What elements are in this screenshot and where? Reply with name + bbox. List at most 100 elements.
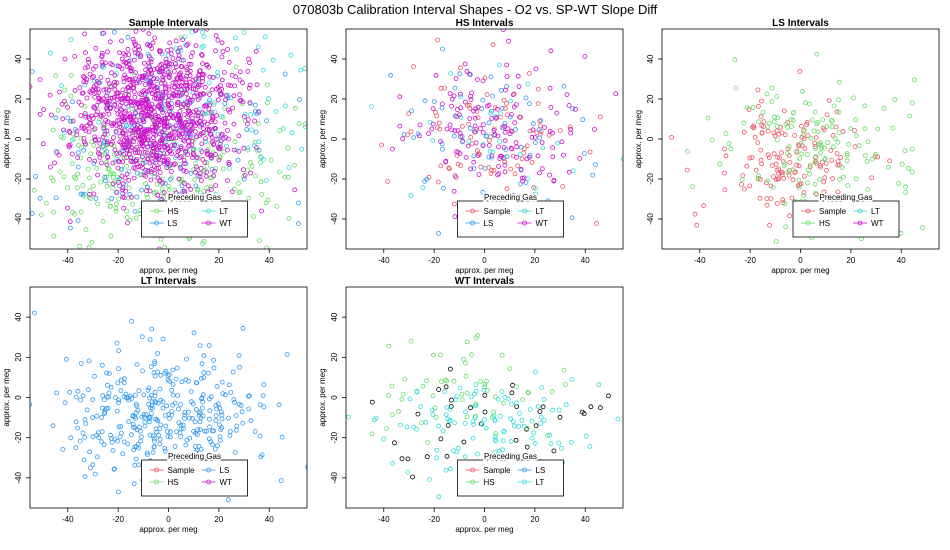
data-point <box>744 105 750 111</box>
data-point <box>510 92 516 98</box>
data-point <box>173 376 179 382</box>
data-point <box>845 183 851 189</box>
data-point <box>539 140 545 145</box>
data-point <box>515 73 521 79</box>
data-point <box>261 382 267 388</box>
data-point <box>799 123 804 129</box>
data-point <box>160 405 166 411</box>
data-point <box>223 135 229 141</box>
data-point <box>442 377 448 383</box>
data-point <box>175 250 179 254</box>
y-tick-label: -40 <box>330 213 339 225</box>
data-point <box>121 76 127 81</box>
data-point <box>282 174 288 180</box>
data-point <box>834 151 840 156</box>
data-point <box>82 75 87 80</box>
data-point <box>171 142 177 148</box>
data-point <box>508 145 514 151</box>
data-point <box>86 194 92 200</box>
data-point <box>180 137 186 143</box>
data-point <box>180 57 186 63</box>
data-point <box>228 389 234 395</box>
data-point <box>822 157 827 163</box>
data-point <box>104 162 110 168</box>
data-point <box>537 170 542 176</box>
data-point <box>692 211 698 217</box>
data-point <box>145 452 151 458</box>
data-point <box>176 176 182 182</box>
legend-title: Preceding Gas <box>168 193 221 202</box>
data-point <box>246 85 252 91</box>
data-point <box>775 137 780 143</box>
data-point <box>410 64 416 70</box>
data-point <box>219 91 225 97</box>
data-point <box>807 101 812 107</box>
data-point <box>73 419 79 425</box>
data-point <box>466 121 472 127</box>
legend-marker <box>470 479 475 485</box>
data-point <box>119 107 124 113</box>
data-point <box>169 130 175 136</box>
data-point <box>132 414 138 420</box>
data-point <box>280 126 286 132</box>
data-point <box>173 135 179 141</box>
data-point <box>813 154 819 160</box>
data-point <box>835 162 841 168</box>
data-point <box>122 376 127 382</box>
legend-title: Preceding Gas <box>484 193 537 202</box>
data-point <box>755 140 761 146</box>
data-point <box>436 387 442 392</box>
data-point <box>151 131 157 137</box>
data-point <box>452 85 458 91</box>
data-point <box>251 213 256 219</box>
data-point <box>146 60 152 66</box>
data-point <box>108 432 113 438</box>
data-point <box>508 128 514 134</box>
data-point <box>144 188 150 194</box>
data-point <box>52 160 57 166</box>
data-point <box>115 111 121 117</box>
data-point <box>225 178 231 184</box>
data-point <box>264 118 270 124</box>
data-point <box>208 184 214 190</box>
data-point <box>146 419 152 425</box>
data-point <box>709 137 715 143</box>
data-point <box>159 186 165 192</box>
data-point <box>799 151 805 157</box>
data-point <box>118 388 124 394</box>
data-point <box>41 107 47 112</box>
data-point <box>160 90 166 95</box>
data-point <box>772 114 777 120</box>
panel-title: Sample Intervals <box>129 18 209 29</box>
data-point <box>549 389 555 395</box>
data-point <box>167 434 173 440</box>
data-point <box>48 164 53 170</box>
data-point <box>453 76 459 81</box>
data-point <box>116 117 122 123</box>
data-point <box>865 186 871 192</box>
data-point <box>255 44 261 50</box>
data-point <box>108 84 114 90</box>
data-point <box>83 421 89 427</box>
data-point <box>844 152 850 158</box>
data-point <box>95 201 100 207</box>
data-point <box>114 80 120 86</box>
data-point <box>165 69 171 75</box>
data-point <box>76 99 82 105</box>
data-point <box>178 74 183 80</box>
data-point <box>209 139 215 145</box>
data-point <box>194 432 200 437</box>
data-point <box>166 372 172 378</box>
data-point <box>105 198 111 204</box>
data-point <box>812 181 818 187</box>
data-point <box>169 143 175 149</box>
data-point <box>179 57 184 63</box>
data-point <box>127 111 133 117</box>
data-point <box>759 130 765 136</box>
data-point <box>30 69 35 74</box>
data-point <box>203 139 209 144</box>
data-point <box>155 192 161 198</box>
data-point <box>147 432 153 438</box>
